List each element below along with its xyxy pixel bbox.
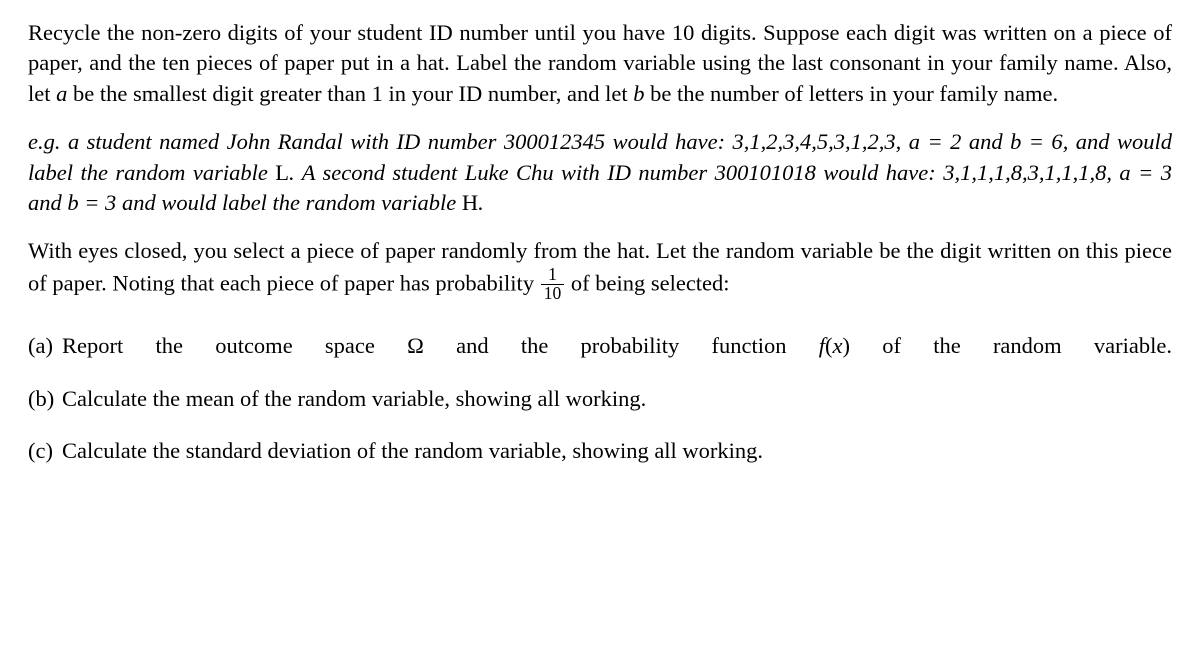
example-text-4: . A second student Luke Chu with ID numb… xyxy=(289,160,1119,185)
question-a-label: (a) xyxy=(28,331,62,361)
question-a: (a) Report the outcome space Ω and the p… xyxy=(28,331,1172,361)
probability-fraction: 110 xyxy=(541,266,565,303)
example-rv-1: L xyxy=(275,160,289,185)
question-b: (b) Calculate the mean of the random var… xyxy=(28,384,1172,414)
question-a-body: Report the outcome space Ω and the proba… xyxy=(62,331,1172,361)
fraction-denominator: 10 xyxy=(541,285,565,303)
omega-symbol: Ω xyxy=(407,333,424,358)
question-b-label: (b) xyxy=(28,384,62,414)
question-a-text-1: Report the outcome space xyxy=(62,333,407,358)
question-c-label: (c) xyxy=(28,436,62,466)
question-c: (c) Calculate the standard deviation of … xyxy=(28,436,1172,466)
variable-x: x xyxy=(833,333,843,358)
example-rv-2: H xyxy=(462,190,478,215)
exercise-text-2: of being selected: xyxy=(565,270,729,295)
example-a-var-1: a xyxy=(909,129,920,154)
example-eq-4: = 3 xyxy=(79,190,117,215)
variable-b: b xyxy=(633,81,644,106)
variable-a: a xyxy=(56,81,67,106)
example-eq-3: = 3 xyxy=(1131,160,1172,185)
example-and: and xyxy=(28,190,67,215)
intro-text-3: be the number of letters in your family … xyxy=(644,81,1058,106)
example-eq-1: = 2 xyxy=(920,129,961,154)
question-b-body: Calculate the mean of the random variabl… xyxy=(62,384,1172,414)
question-list: (a) Report the outcome space Ω and the p… xyxy=(28,331,1172,466)
example-text-6: . xyxy=(478,190,484,215)
question-a-text-2: and the probability function xyxy=(424,333,819,358)
intro-paragraph: Recycle the non-zero digits of your stud… xyxy=(28,18,1172,109)
question-a-text-3: of the random variable. xyxy=(850,333,1172,358)
example-b-var-1: b xyxy=(1010,129,1021,154)
intro-text-2: be the smallest digit greater than 1 in … xyxy=(67,81,633,106)
example-b-var-2: b xyxy=(67,190,78,215)
fraction-numerator: 1 xyxy=(541,266,565,285)
document-page: Recycle the non-zero digits of your stud… xyxy=(0,0,1200,485)
example-text-5: and would label the random variable xyxy=(116,190,462,215)
paren-close: ) xyxy=(843,333,851,358)
exercise-paragraph: With eyes closed, you select a piece of … xyxy=(28,236,1172,303)
example-a-var-2: a xyxy=(1119,160,1130,185)
example-paragraph: e.g. a student named John Randal with ID… xyxy=(28,127,1172,218)
example-text-1: e.g. a student named John Randal with ID… xyxy=(28,129,909,154)
question-c-body: Calculate the standard deviation of the … xyxy=(62,436,1172,466)
example-eq-2: = 6 xyxy=(1021,129,1062,154)
paren-open: ( xyxy=(825,333,833,358)
example-text-2: and xyxy=(969,129,1010,154)
